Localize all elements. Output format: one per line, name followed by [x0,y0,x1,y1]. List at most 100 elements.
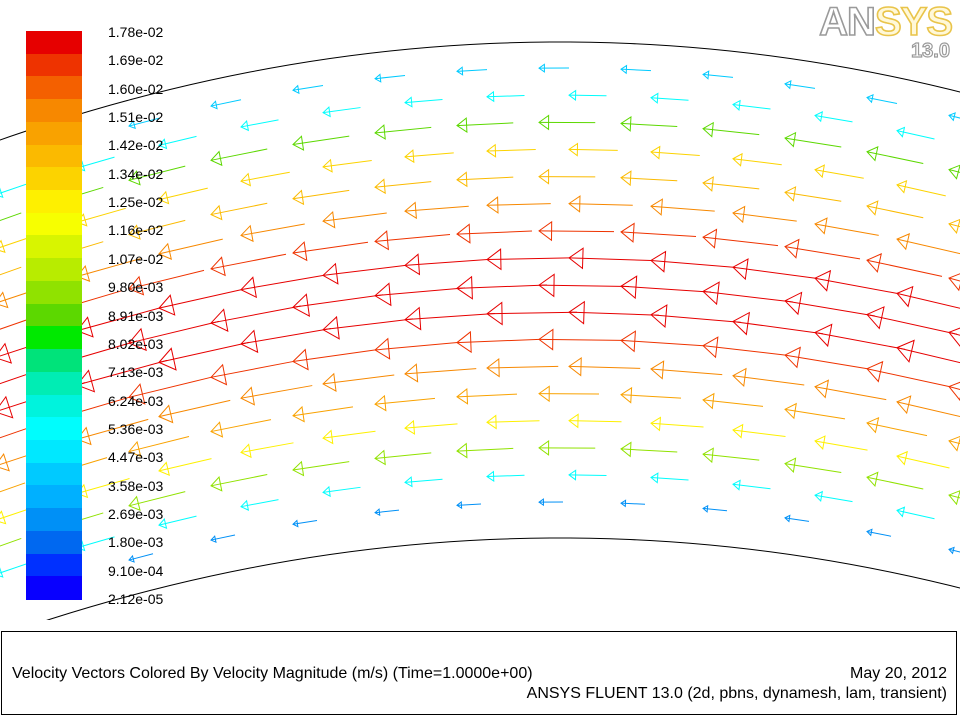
colorbar-swatch [26,394,82,418]
vector-head [210,100,218,110]
velocity-vector [374,282,466,307]
colorbar-label: 5.36e-03 [108,420,164,437]
vector-head [322,485,331,498]
vector-head [896,395,912,415]
vector-head [866,416,880,434]
vector-shaft [456,447,514,452]
velocity-vector [322,158,372,173]
vector-head [702,281,720,306]
vector-shaft [620,68,652,72]
vector-head [732,423,744,439]
vector-head [240,443,252,459]
vector-head [784,131,797,148]
vector-head [948,435,960,452]
colorbar-swatch [26,303,82,327]
vector-shaft [620,394,682,399]
velocity-vector [128,553,154,563]
vector-head [240,120,250,132]
colorbar-swatch [26,508,82,532]
velocity-vector [538,385,600,403]
velocity-vector [404,201,469,220]
velocity-vector [948,381,960,401]
vector-shaft [404,98,443,104]
vector-head [76,316,94,338]
vector-head [702,176,714,192]
velocity-vector [210,534,236,543]
vector-head [240,499,250,511]
vector-head [322,262,339,285]
vector-head [210,256,226,277]
velocity-vector [568,413,622,429]
velocity-vector [538,273,630,298]
velocity-vector [128,376,212,405]
velocity-vector [568,300,660,325]
velocity-vector [292,460,350,477]
velocity-vector [784,457,842,473]
velocity-vector [948,273,960,292]
vector-head [650,198,663,216]
velocity-vector [158,515,197,529]
vector-shaft [538,338,622,341]
vector-head [292,135,305,151]
velocity-vector [568,357,641,377]
vector-shaft [948,277,960,282]
velocity-vector [568,195,633,213]
vector-shaft [620,122,678,128]
vector-head [210,150,223,167]
vector-shaft [456,503,482,506]
velocity-vector [650,416,704,432]
colorbar-swatch [26,121,82,146]
vector-head [374,178,386,195]
vector-shaft [486,420,540,423]
vector-head [538,498,544,507]
vector-head [650,472,659,484]
vector-shaft [538,230,615,233]
vector-head [650,92,659,104]
velocity-vector [948,546,960,555]
velocity-vector [866,416,928,437]
vector-shaft [456,176,514,181]
vector-head [404,96,413,108]
velocity-vector [650,92,689,104]
velocity-vector [866,306,958,335]
velocity-vector [732,152,782,167]
velocity-vector [814,435,868,451]
vector-head [374,282,392,307]
vector-head [374,230,389,251]
velocity-vector [240,385,313,406]
vector-head [866,200,879,216]
logo-brand-suffix: SYS [874,0,954,44]
velocity-vector [650,145,700,160]
velocity-vector [702,504,728,513]
vector-head [322,429,334,445]
vector-head [620,64,628,75]
vector-head [128,495,141,512]
velocity-vector [374,449,432,466]
velocity-vector [702,228,779,249]
vector-shaft [374,126,432,134]
vector-shaft [568,203,633,206]
velocity-vector [650,198,715,216]
vector-head [292,241,308,262]
vector-head [0,342,13,364]
colorbar-swatch [26,190,82,214]
vector-head [948,327,960,347]
vector-shaft [456,69,488,72]
vector-shaft [650,422,704,428]
colorbar-label: 1.60e-02 [108,80,164,97]
velocity-vector [456,223,533,244]
velocity-vector [292,189,350,206]
velocity-vector [784,291,876,317]
velocity-vector [784,186,842,202]
velocity-vector [210,202,268,221]
vector-head [814,323,833,348]
velocity-vector [240,442,294,459]
velocity-vector [322,429,376,445]
vector-head [784,291,803,316]
vector-shaft [948,548,960,553]
vector-head [948,381,960,401]
velocity-vector [620,441,678,458]
velocity-vector [866,528,892,537]
velocity-vector [456,442,514,459]
vector-head [486,90,495,103]
